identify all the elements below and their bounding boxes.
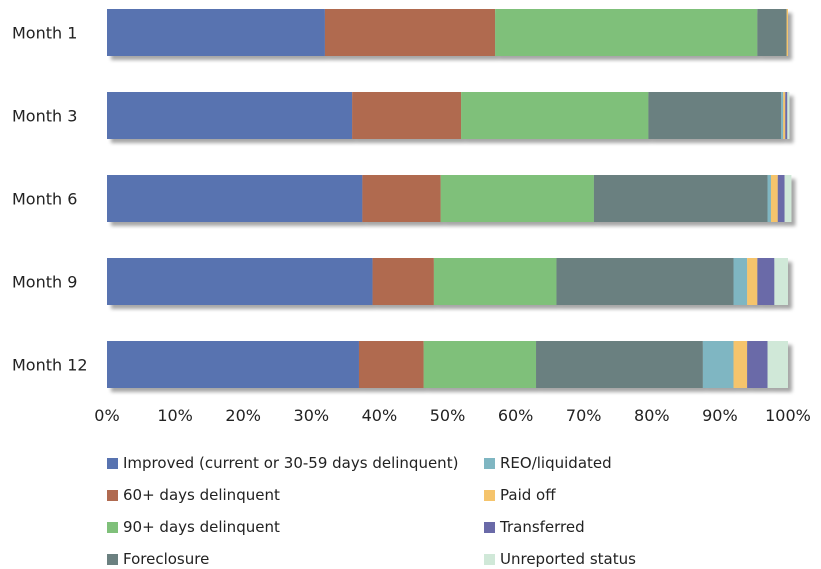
bars-group — [107, 9, 792, 388]
bar-segment — [786, 9, 788, 56]
bar-segment — [648, 92, 782, 139]
bar-segment — [787, 92, 790, 139]
bar-segment — [352, 92, 462, 139]
x-tick-label: 30% — [294, 406, 330, 425]
x-tick-label: 10% — [157, 406, 193, 425]
bar-segment — [767, 341, 788, 388]
bar-segment — [536, 341, 703, 388]
bar-segment — [362, 175, 441, 222]
category-label: Month 9 — [12, 273, 77, 292]
category-label: Month 12 — [12, 356, 88, 375]
bar-segment — [781, 92, 784, 139]
bar-row — [107, 175, 792, 222]
bar-row — [107, 92, 790, 139]
bar-segment — [774, 258, 788, 305]
x-tick-label: 70% — [566, 406, 602, 425]
bar-segment — [440, 175, 594, 222]
bar-segment — [757, 258, 775, 305]
bar-segment — [777, 175, 785, 222]
bar-segment — [593, 175, 768, 222]
bar-segment — [733, 341, 748, 388]
bar-segment — [324, 9, 496, 56]
bar-segment — [747, 341, 768, 388]
x-tick-label: 40% — [362, 406, 398, 425]
bar-segment — [556, 258, 734, 305]
bar-segment — [107, 258, 373, 305]
bar-segment — [783, 92, 786, 139]
bar-segment — [702, 341, 734, 388]
bar-segment — [358, 341, 424, 388]
bar-segment — [770, 175, 778, 222]
category-label: Month 1 — [12, 24, 77, 43]
bar-segment — [107, 175, 363, 222]
bar-segment — [372, 258, 434, 305]
x-tick-label: 100% — [765, 406, 811, 425]
x-tick-label: 60% — [498, 406, 534, 425]
x-tick-label: 90% — [702, 406, 738, 425]
x-tick-label: 0% — [94, 406, 119, 425]
x-tick-labels: 0% 10% 20% 30% 40% 50% 60% 70% 80% 90% 100% — [94, 406, 811, 425]
category-label: Month 6 — [12, 190, 77, 209]
bar-segment — [747, 258, 758, 305]
x-tick-label: 80% — [634, 406, 670, 425]
bar-segment — [733, 258, 748, 305]
bar-segment — [423, 341, 537, 388]
bar-row — [107, 9, 788, 56]
bar-segment — [107, 92, 353, 139]
bar-segment — [433, 258, 557, 305]
bar-segment — [107, 9, 325, 56]
bar-row — [107, 258, 788, 305]
bar-segment — [767, 175, 771, 222]
bar-segment — [784, 175, 792, 222]
x-tick-label: 50% — [430, 406, 466, 425]
x-tick-label: 20% — [225, 406, 261, 425]
category-labels: Month 1 Month 3 Month 6 Month 9 Month 12 — [12, 24, 88, 375]
bar-segment — [495, 9, 758, 56]
category-label: Month 3 — [12, 107, 77, 126]
bar-segment — [461, 92, 649, 139]
bar-row — [107, 341, 788, 388]
bar-segment — [107, 341, 359, 388]
bar-segment — [785, 92, 788, 139]
bar-segment — [757, 9, 787, 56]
